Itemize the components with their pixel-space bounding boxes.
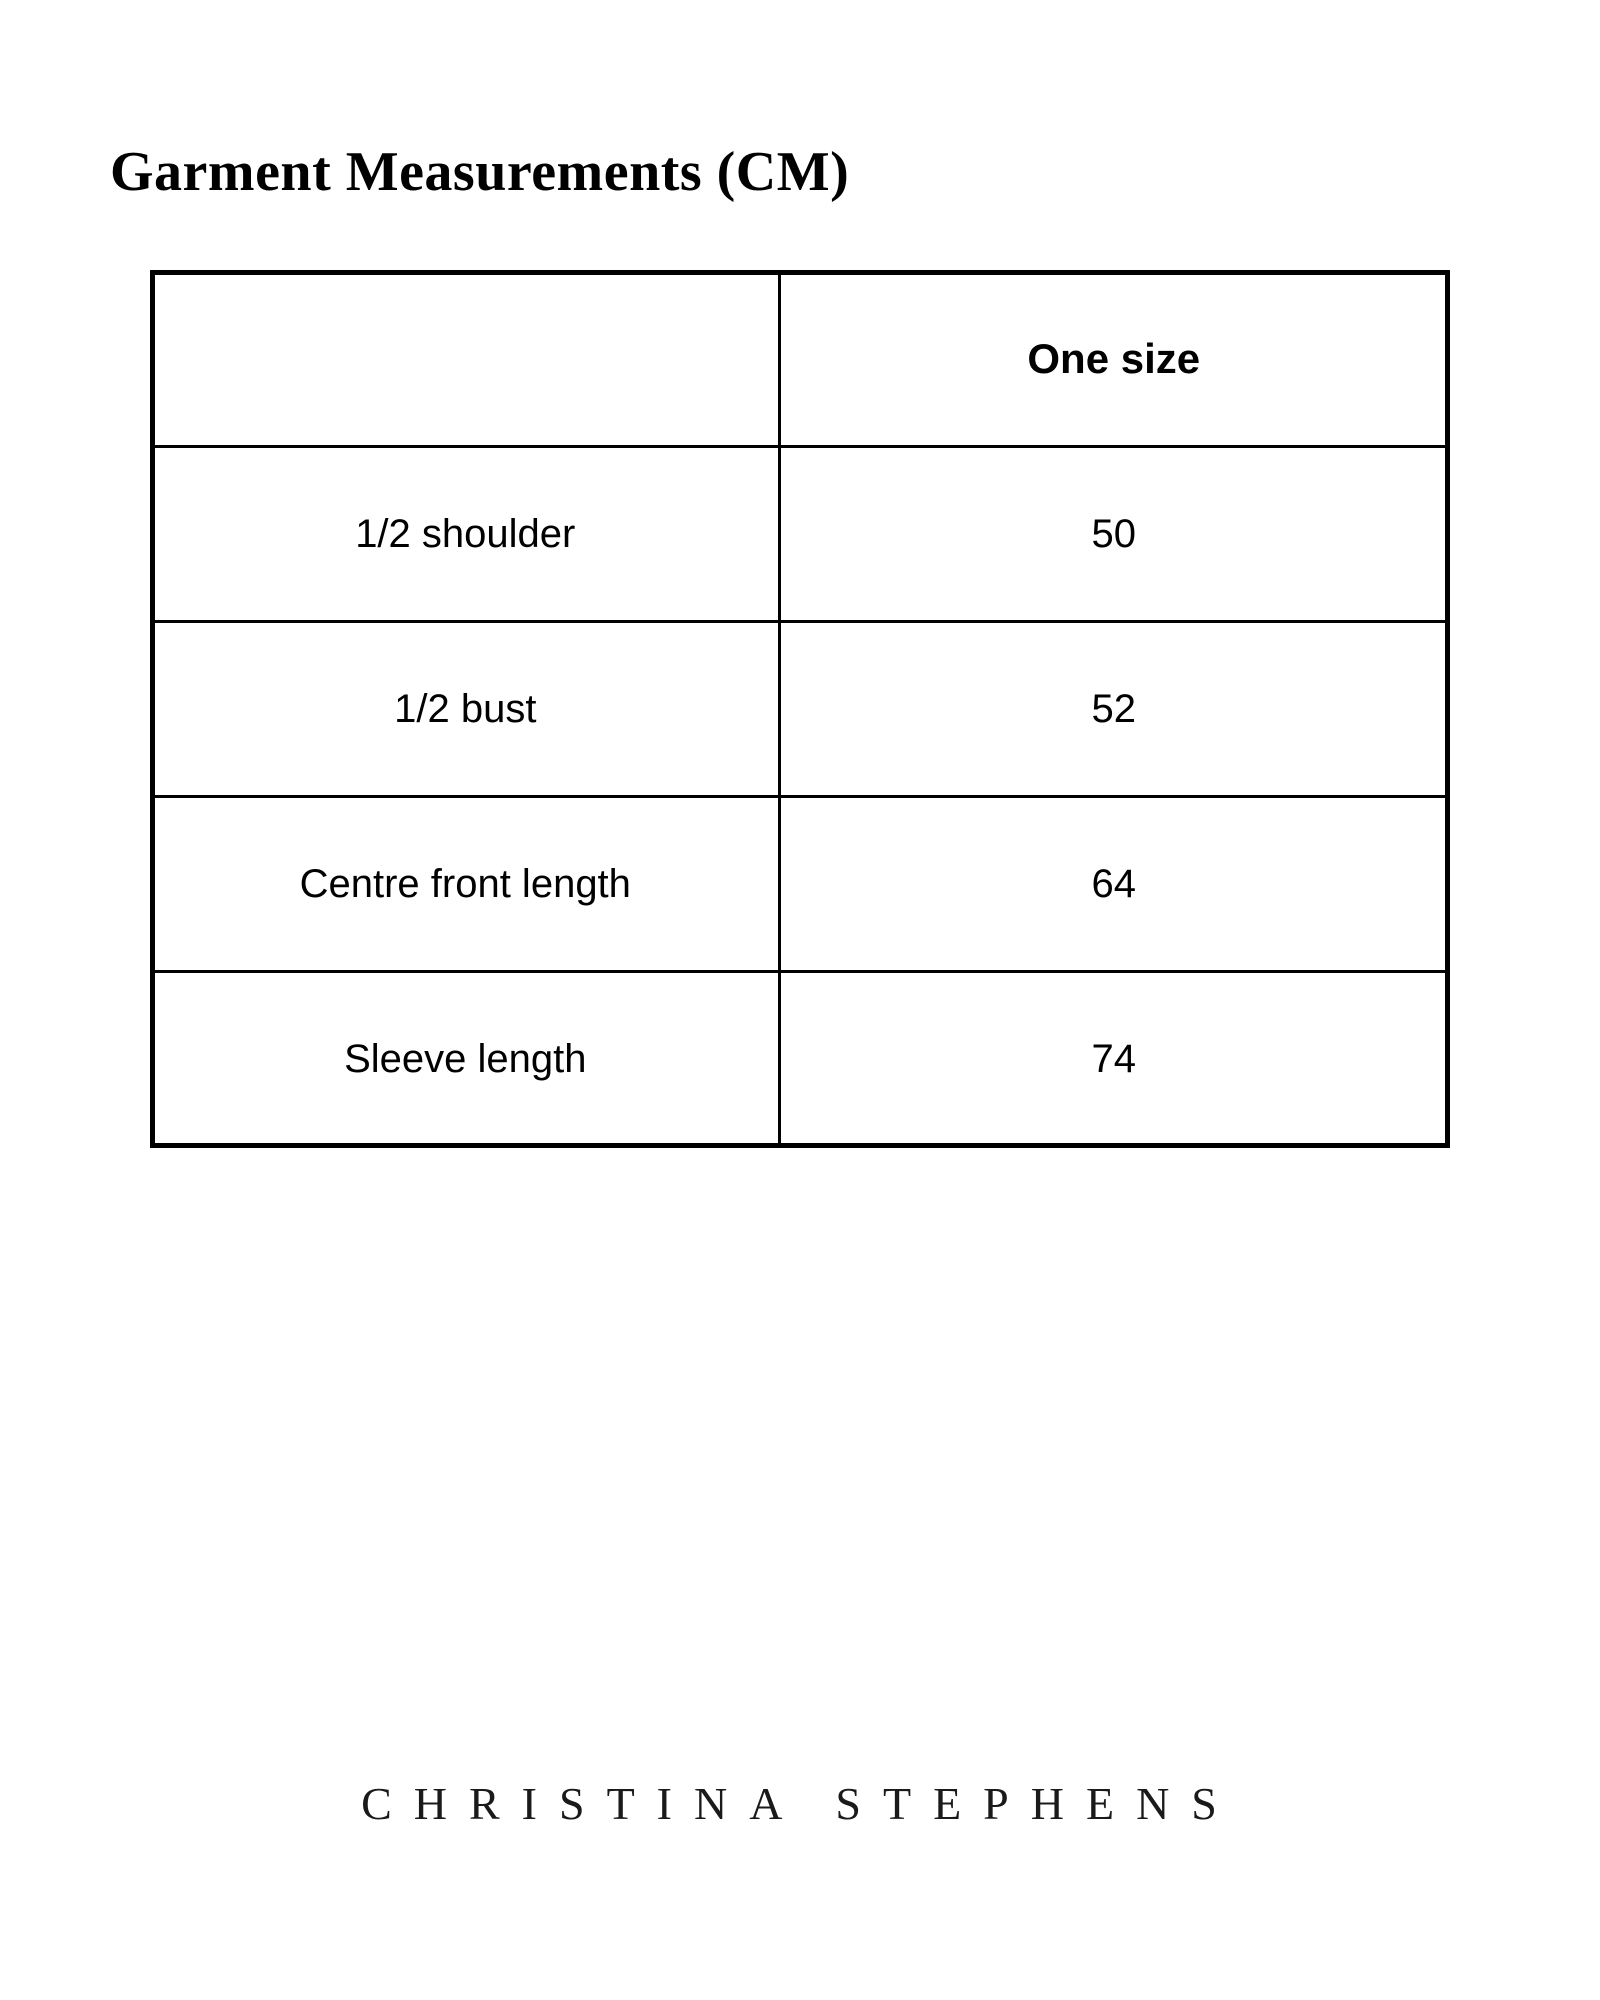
table-row: 1/2 bust 52 <box>152 622 1449 797</box>
table-cell-label: 1/2 bust <box>152 622 780 797</box>
table-row: Centre front length 64 <box>152 797 1449 972</box>
table-cell-label: Centre front length <box>152 797 780 972</box>
table-header-empty <box>152 272 780 447</box>
table-header-row: One size <box>152 272 1449 447</box>
table-row: 1/2 shoulder 50 <box>152 447 1449 622</box>
page: Garment Measurements (CM) One size 1/2 s… <box>0 0 1600 2000</box>
table-header-size: One size <box>779 272 1448 447</box>
table-cell-label: Sleeve length <box>152 972 780 1147</box>
page-title: Garment Measurements (CM) <box>110 140 849 204</box>
brand-wordmark: CHRISTINA STEPHENS <box>0 1777 1600 1830</box>
table-cell-value: 52 <box>779 622 1448 797</box>
table-row: Sleeve length 74 <box>152 972 1449 1147</box>
table-cell-value: 64 <box>779 797 1448 972</box>
table-cell-value: 50 <box>779 447 1448 622</box>
table-cell-label: 1/2 shoulder <box>152 447 780 622</box>
measurements-table-wrap: One size 1/2 shoulder 50 1/2 bust 52 Cen… <box>150 270 1450 1148</box>
measurements-table: One size 1/2 shoulder 50 1/2 bust 52 Cen… <box>150 270 1450 1148</box>
table-cell-value: 74 <box>779 972 1448 1147</box>
